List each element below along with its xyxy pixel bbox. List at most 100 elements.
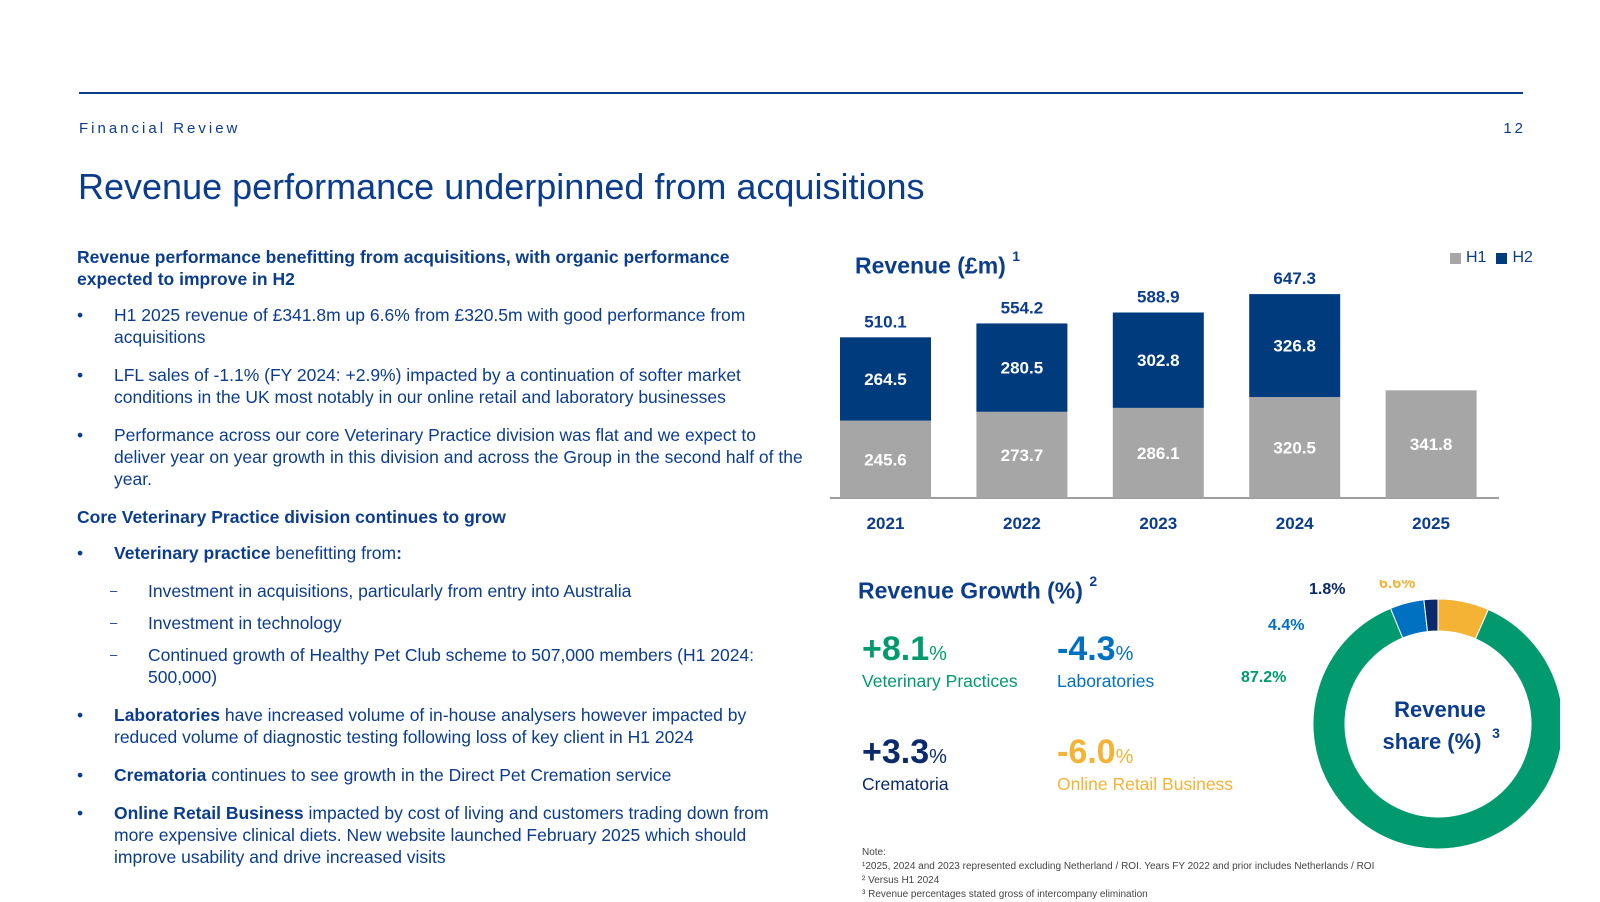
bullet-bold-text: Online Retail Business bbox=[114, 803, 304, 823]
bar-label-h1-2021: 245.6 bbox=[864, 450, 907, 469]
growth-value-row: +8.1% bbox=[862, 630, 1018, 669]
growth-unit: % bbox=[929, 746, 947, 768]
donut-slice-label: 87.2% bbox=[1241, 669, 1286, 686]
growth-value: -6.0 bbox=[1057, 733, 1116, 771]
bullet-bold-text: Crematoria bbox=[114, 765, 207, 785]
growth-title-footnote: 2 bbox=[1089, 573, 1098, 589]
sub-bullet-item: – Investment in acquisitions, particular… bbox=[77, 580, 807, 602]
header-rule bbox=[79, 92, 1523, 94]
donut-slice-label: 4.4% bbox=[1268, 617, 1304, 634]
commentary-heading-2: Core Veterinary Practice division contin… bbox=[77, 507, 506, 527]
bar-label-h1-2025: 341.8 bbox=[1410, 435, 1453, 454]
sub-bullet-item: – Investment in technology bbox=[77, 612, 807, 634]
bullet-marker: • bbox=[77, 305, 84, 325]
growth-metric: +3.3% Crematoria bbox=[862, 733, 949, 795]
growth-metric: -6.0% Online Retail Business bbox=[1057, 733, 1233, 795]
revenue-chart-title: Revenue (£m) 1 bbox=[855, 248, 1020, 280]
bullet-text: LFL sales of -1.1% (FY 2024: +2.9%) impa… bbox=[114, 365, 741, 407]
legend-swatch-h1 bbox=[1450, 252, 1461, 264]
x-tick-2022: 2022 bbox=[1003, 514, 1041, 533]
bar-label-h2-2021: 264.5 bbox=[864, 370, 907, 389]
bar-h1-2022 bbox=[976, 411, 1068, 498]
bullet-marker: • bbox=[77, 765, 84, 785]
dash-marker: – bbox=[110, 647, 118, 662]
growth-value: +3.3 bbox=[862, 733, 930, 771]
growth-value: +8.1 bbox=[862, 630, 930, 668]
legend-label-h1: H1 bbox=[1466, 249, 1487, 266]
growth-metric: +8.1% Veterinary Practices bbox=[862, 630, 1018, 692]
bullet-marker: • bbox=[77, 705, 84, 725]
growth-unit: % bbox=[1115, 746, 1134, 768]
bar-label-h2-2023: 302.8 bbox=[1137, 351, 1180, 370]
note-line: ³ Revenue percentages stated gross of in… bbox=[862, 889, 1148, 900]
donut-slice-2 bbox=[1423, 598, 1439, 633]
growth-label: Veterinary Practices bbox=[862, 671, 1018, 691]
bar-h2-2024 bbox=[1249, 294, 1341, 398]
donut-slice-label: 6.6% bbox=[1379, 580, 1415, 592]
bar-total-2023: 588.9 bbox=[1137, 287, 1180, 306]
bar-h1-2024 bbox=[1249, 397, 1341, 498]
bullet-text: impacted by cost of living and customers… bbox=[114, 803, 769, 867]
growth-title: Revenue Growth (%) 2 bbox=[858, 573, 1097, 605]
growth-value-row: -4.3% bbox=[1057, 630, 1154, 669]
growth-metric: -4.3% Laboratories bbox=[1057, 630, 1154, 692]
bar-h2-2023 bbox=[1112, 312, 1204, 408]
bar-label-h1-2023: 286.1 bbox=[1137, 444, 1180, 463]
bullet-item: • Laboratories have increased volume of … bbox=[77, 704, 807, 748]
dash-marker: – bbox=[110, 615, 118, 630]
growth-label: Laboratories bbox=[1057, 671, 1155, 691]
dash-marker: – bbox=[110, 583, 118, 598]
donut-slice-0 bbox=[1312, 607, 1560, 850]
donut-title-footnote: 3 bbox=[1492, 725, 1500, 741]
growth-label: Online Retail Business bbox=[1057, 774, 1234, 794]
bar-label-h2-2022: 280.5 bbox=[1001, 359, 1044, 378]
bar-total-2022: 554.2 bbox=[1001, 298, 1044, 317]
bullet-item: • Online Retail Business impacted by cos… bbox=[77, 802, 807, 868]
revenue-share-donut: 6.6% 87.2% 4.4% 1.8% Revenue share (%) 3 bbox=[1241, 580, 1560, 850]
bar-label-h2-2024: 326.8 bbox=[1273, 337, 1316, 356]
bullet-text: benefitting from bbox=[270, 543, 397, 563]
chart-title-text: Revenue (£m) bbox=[855, 252, 1006, 279]
bar-h1-2025 bbox=[1385, 390, 1477, 498]
x-tick-2024: 2024 bbox=[1276, 514, 1314, 533]
sub-bullet-item: – Continued growth of Healthy Pet Club s… bbox=[77, 644, 807, 688]
sub-bullet-text: Continued growth of Healthy Pet Club sch… bbox=[148, 645, 755, 687]
bar-total-2024: 647.3 bbox=[1273, 269, 1316, 288]
bullet-bold-text: Laboratories bbox=[114, 705, 220, 725]
donut-center-subtitle: share (%) bbox=[1382, 729, 1481, 754]
bullet-item: • Veterinary practice benefitting from: bbox=[77, 542, 807, 564]
legend-swatch-h2 bbox=[1496, 252, 1508, 264]
x-tick-2023: 2023 bbox=[1139, 514, 1177, 533]
note-title: Note: bbox=[862, 847, 886, 858]
note-line: ¹2025, 2024 and 2023 represented excludi… bbox=[862, 861, 1375, 872]
bar-h2-2021 bbox=[840, 337, 931, 421]
growth-unit: % bbox=[1115, 643, 1134, 665]
bar-label-h1-2024: 320.5 bbox=[1273, 439, 1316, 458]
bullet-text: have increased volume of in-house analys… bbox=[114, 705, 747, 747]
page-number: 12 bbox=[1503, 120, 1526, 137]
commentary-column: Revenue performance benefitting from acq… bbox=[77, 246, 807, 884]
legend-item-h1: H1 bbox=[1450, 249, 1486, 267]
bullet-marker: • bbox=[77, 365, 84, 385]
donut-center-title: Revenue bbox=[1394, 697, 1486, 722]
bar-h1-2021 bbox=[840, 420, 931, 498]
growth-title-text: Revenue Growth (%) bbox=[858, 577, 1083, 604]
growth-unit: % bbox=[929, 643, 947, 665]
legend-item-h2: H2 bbox=[1496, 249, 1533, 267]
bar-h2-2022 bbox=[976, 323, 1068, 412]
bullet-marker: • bbox=[77, 425, 84, 445]
bullet-marker: • bbox=[77, 803, 84, 823]
bar-h1-2023 bbox=[1112, 407, 1204, 498]
bullet-text: continues to see growth in the Direct Pe… bbox=[206, 765, 672, 785]
sub-bullet-text: Investment in technology bbox=[148, 613, 342, 633]
bullet-text: H1 2025 revenue of £341.8m up 6.6% from … bbox=[114, 305, 746, 347]
bar-total-2021: 510.1 bbox=[864, 312, 907, 331]
section-label: Financial Review bbox=[79, 120, 241, 137]
bullet-colon: : bbox=[396, 543, 402, 563]
growth-value-row: -6.0% bbox=[1057, 733, 1233, 772]
bullet-item: • Performance across our core Veterinary… bbox=[77, 424, 807, 490]
bullet-bold-text: Veterinary practice bbox=[114, 543, 271, 563]
sub-bullet-text: Investment in acquisitions, particularly… bbox=[148, 581, 632, 601]
x-tick-2025: 2025 bbox=[1412, 514, 1450, 533]
bar-label-h1-2022: 273.7 bbox=[1001, 446, 1044, 465]
